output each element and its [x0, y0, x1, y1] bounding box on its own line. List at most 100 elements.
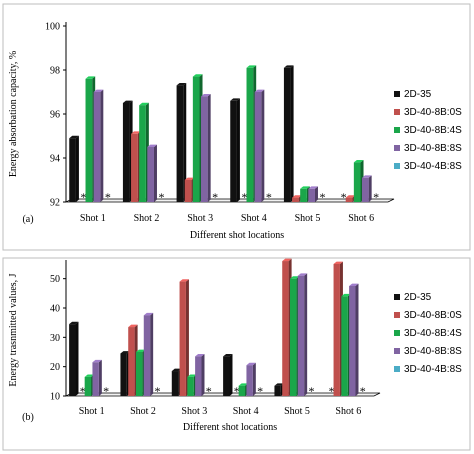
bar: [195, 356, 202, 396]
bar: [85, 78, 93, 202]
bar-top: [92, 359, 102, 363]
bar-top: [274, 383, 284, 386]
bar-side: [201, 354, 205, 396]
bar-side: [236, 98, 240, 202]
bar-top: [147, 144, 157, 147]
bar-top: [120, 351, 130, 354]
bar-side: [314, 186, 318, 202]
bar-top: [69, 321, 79, 325]
legend-swatch: [394, 348, 400, 354]
missing-value-marker: *: [80, 384, 86, 398]
missing-value-marker: *: [234, 384, 240, 398]
bar: [93, 92, 101, 202]
legend-label: 3D-40-8B:0S: [404, 310, 462, 321]
legend-swatch: [394, 294, 400, 300]
bar-top: [223, 354, 233, 357]
legend-label: 3D-40-4B:8S: [404, 161, 462, 172]
bar: [283, 67, 291, 202]
missing-value-marker: *: [212, 190, 218, 204]
bar: [192, 76, 200, 202]
bar: [136, 352, 143, 396]
bar-side: [100, 89, 104, 202]
bar-top: [292, 195, 302, 198]
bar: [92, 362, 99, 396]
y-tick-label: 40: [50, 304, 60, 315]
x-tick-label: Shot 1: [80, 213, 106, 224]
bar-top: [300, 186, 310, 189]
bar: [353, 162, 361, 202]
bar-top: [349, 283, 359, 286]
bar: [290, 278, 297, 396]
legend-swatch: [394, 330, 400, 336]
missing-value-marker: *: [329, 384, 335, 398]
bar: [179, 281, 186, 396]
bar-top: [333, 261, 343, 264]
y-axis-label: Energy absorbation capacity, %: [8, 51, 19, 177]
bar: [131, 133, 138, 202]
bar-top: [131, 131, 141, 134]
x-tick-label: Shot 3: [181, 406, 207, 417]
missing-value-marker: *: [266, 190, 272, 204]
bar: [143, 315, 151, 396]
bar-top: [254, 89, 265, 92]
bar: [120, 353, 127, 396]
bar-side: [75, 135, 79, 202]
legend-swatch: [394, 127, 400, 133]
bar: [187, 376, 194, 396]
bar-top: [85, 76, 96, 79]
y-tick-label: 96: [50, 110, 60, 121]
bar-top: [143, 312, 154, 316]
x-tick-label: Shot 5: [295, 213, 321, 224]
legend-label: 3D-40-8B:8S: [404, 143, 462, 154]
bar: [84, 376, 92, 396]
legend-label: 2D-35: [404, 292, 432, 303]
missing-value-marker: *: [105, 190, 111, 204]
legend-swatch: [394, 366, 400, 372]
bar-side: [355, 283, 359, 396]
missing-value-marker: *: [308, 384, 314, 398]
bar: [297, 275, 305, 396]
bar: [282, 261, 289, 396]
bar-top: [136, 349, 146, 352]
x-tick-label: Shot 1: [79, 406, 105, 417]
bar-top: [353, 160, 364, 163]
missing-value-marker: *: [341, 190, 347, 204]
missing-value-marker: *: [206, 384, 212, 398]
bar: [238, 385, 246, 396]
y-tick-label: 30: [50, 333, 60, 344]
bar: [274, 385, 281, 396]
bar-side: [368, 175, 372, 202]
y-tick-label: 100: [45, 22, 60, 33]
bar-top: [283, 65, 294, 68]
bar-top: [122, 100, 133, 103]
bar-side: [261, 89, 265, 202]
bar-side: [252, 362, 256, 396]
legend-label: 3D-40-8B:4S: [404, 328, 462, 339]
legend-label: 3D-40-8B:0S: [404, 107, 462, 118]
y-tick-label: 10: [50, 392, 60, 403]
legend-swatch: [394, 145, 400, 151]
y-tick-label: 94: [50, 154, 60, 165]
x-axis-label: Different shot locations: [183, 422, 277, 433]
x-tick-label: Shot 2: [130, 406, 156, 417]
bar-top: [238, 383, 249, 386]
bar-top: [345, 195, 356, 198]
bar: [308, 188, 315, 202]
bar-side: [183, 83, 187, 202]
missing-value-marker: *: [257, 384, 263, 398]
bar-side: [290, 65, 294, 203]
legend-label: 3D-40-8B:4S: [404, 125, 462, 136]
bar-side: [153, 144, 157, 202]
missing-value-marker: *: [154, 384, 160, 398]
y-tick-label: 92: [50, 198, 60, 209]
bar-top: [297, 273, 308, 276]
missing-value-marker: *: [373, 190, 379, 204]
legend-swatch: [394, 91, 400, 97]
panel-label: (b): [22, 412, 34, 423]
bar: [254, 92, 262, 202]
bar-top: [195, 354, 205, 357]
bar-top: [179, 279, 189, 282]
panel-b-frame: [2, 257, 471, 451]
panel-a-frame: [2, 3, 471, 251]
x-axis-label: Different shot locations: [190, 230, 284, 241]
